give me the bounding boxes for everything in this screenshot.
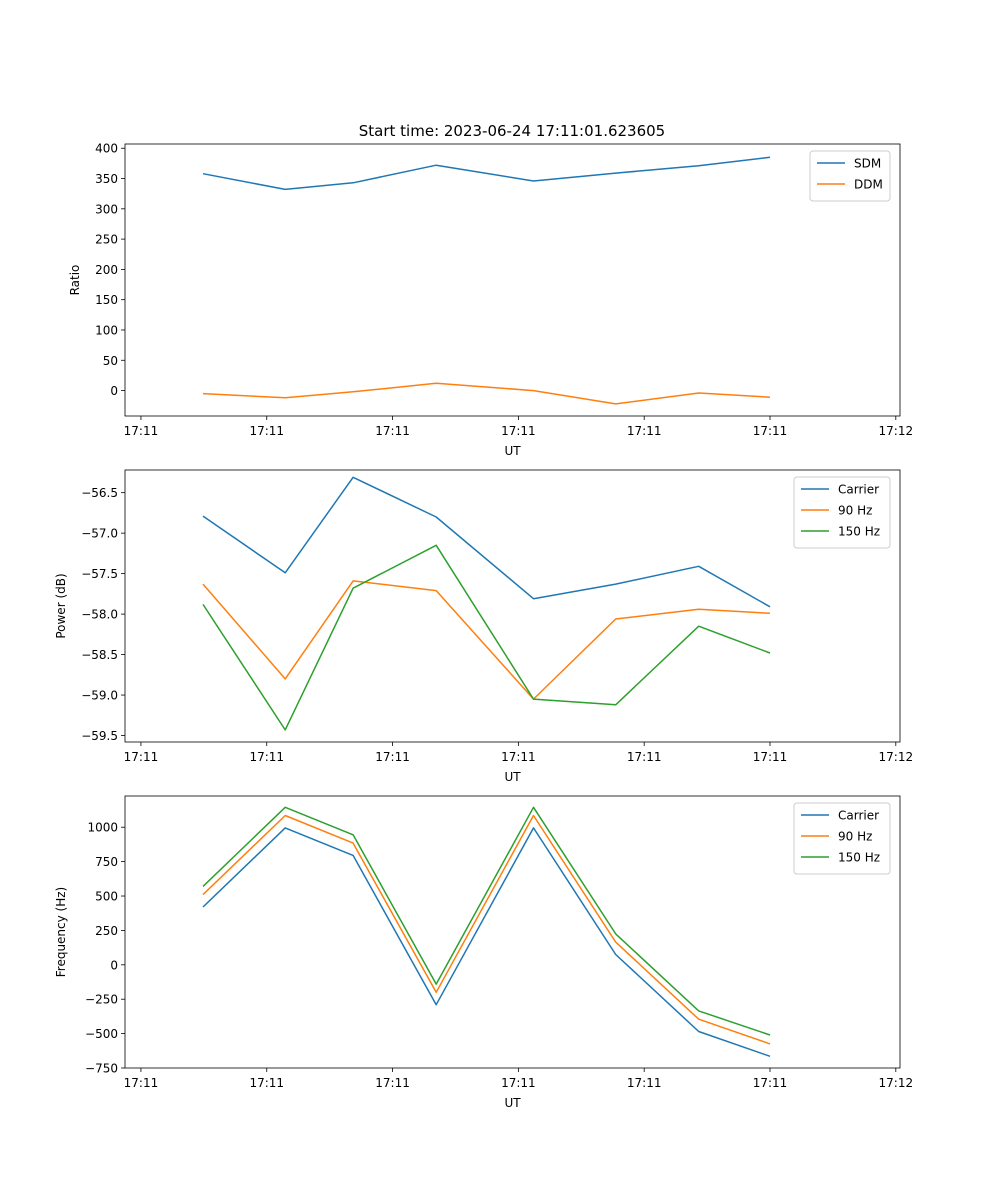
y-tick-label-3-3: −250 [85, 993, 118, 1007]
legend-label-3-3: 150 Hz [838, 851, 880, 865]
y-tick-label-2-2: −59.0 [81, 689, 118, 703]
chart-panel-2: 17:11 17:11 17:11 17:11 17:11 17:11 17:12 −59.5… [54, 469, 914, 784]
y-axis-label-2: Power (dB) [54, 573, 68, 638]
y-tick-label-1-5: 200 [95, 263, 118, 277]
x-tick-label-3-1: 17:11 [124, 1076, 159, 1090]
chart-panel-3: 17:11 17:11 17:11 17:11 17:11 17:11 17:12 −750 −… [54, 795, 914, 1110]
x-tick-label-1-7: 17:12 [879, 424, 914, 438]
y-tick-label-1-3: 100 [95, 323, 118, 337]
y-tick-label-3-8: 1000 [87, 821, 118, 835]
series-line-2-2 [202, 580, 771, 700]
x-tick-label-3-4: 17:11 [501, 1076, 536, 1090]
y-tick-label-1-2: 50 [103, 354, 118, 368]
x-tick-label-1-3: 17:11 [375, 424, 410, 438]
x-tick-label-2-5: 17:11 [627, 750, 662, 764]
y-tick-label-1-9: 400 [95, 142, 118, 156]
figure-title: Start time: 2023-06-24 17:11:01.623605 [359, 122, 665, 140]
y-tick-label-2-5: −57.5 [81, 567, 118, 581]
y-tick-label-3-7: 750 [95, 855, 118, 869]
x-tick-label-1-5: 17:11 [627, 424, 662, 438]
legend-label-3-1: Carrier [838, 809, 879, 823]
x-tick-label-2-1: 17:11 [124, 750, 159, 764]
legend-label-2-1: Carrier [838, 483, 879, 497]
series-line-1-1 [202, 156, 771, 191]
x-tick-label-3-5: 17:11 [627, 1076, 662, 1090]
y-tick-label-1-4: 150 [95, 293, 118, 307]
x-tick-label-1-1: 17:11 [124, 424, 159, 438]
x-tick-label-3-6: 17:11 [753, 1076, 788, 1090]
series-line-3-2 [202, 814, 771, 1045]
x-tick-label-2-7: 17:12 [879, 750, 914, 764]
plot-frame-3 [124, 795, 901, 1069]
legend-2: Carrier 90 Hz 150 Hz [793, 476, 891, 549]
x-tick-label-2-6: 17:11 [753, 750, 788, 764]
legend-label-1-1: SDM [854, 157, 881, 171]
x-tick-label-1-6: 17:11 [753, 424, 788, 438]
y-tick-label-1-6: 250 [95, 233, 118, 247]
legend-1: SDM DDM [809, 150, 891, 202]
y-tick-label-3-4: 0 [110, 958, 118, 972]
x-tick-label-3-2: 17:11 [249, 1076, 284, 1090]
y-tick-label-2-7: −56.5 [81, 486, 118, 500]
plot-frame-1 [124, 143, 901, 417]
x-axis-label-3: UT [504, 1096, 521, 1110]
y-axis-label-3: Frequency (Hz) [54, 887, 68, 978]
legend-3: Carrier 90 Hz 150 Hz [793, 802, 891, 875]
legend-label-2-2: 90 Hz [838, 504, 872, 518]
y-tick-label-2-6: −57.0 [81, 527, 118, 541]
series-line-3-3 [202, 806, 771, 1036]
y-tick-label-2-1: −59.5 [81, 729, 118, 743]
y-tick-label-2-4: −58.0 [81, 608, 118, 622]
y-tick-label-3-6: 500 [95, 890, 118, 904]
chart-panel-1: 17:11 17:11 17:11 17:11 17:11 17:11 17:12 0 50 10… [68, 142, 913, 458]
series-line-3-1 [202, 827, 771, 1058]
y-tick-label-3-5: 250 [95, 924, 118, 938]
x-tick-label-1-4: 17:11 [501, 424, 536, 438]
x-tick-label-1-2: 17:11 [249, 424, 284, 438]
legend-label-2-3: 150 Hz [838, 525, 880, 539]
plot-frame-2 [124, 469, 901, 743]
x-tick-label-3-7: 17:12 [879, 1076, 914, 1090]
series-line-2-1 [202, 476, 771, 608]
y-tick-label-1-1: 0 [110, 384, 118, 398]
x-axis-label-2: UT [504, 770, 521, 784]
legend-label-1-2: DDM [854, 178, 883, 192]
series-line-1-2 [202, 382, 771, 405]
series-line-2-3 [202, 544, 771, 731]
y-tick-label-3-2: −500 [85, 1027, 118, 1041]
x-axis-label-1: UT [504, 444, 521, 458]
x-tick-label-2-3: 17:11 [375, 750, 410, 764]
x-tick-label-3-3: 17:11 [375, 1076, 410, 1090]
y-tick-label-1-7: 300 [95, 202, 118, 216]
legend-label-3-2: 90 Hz [838, 830, 872, 844]
y-axis-label-1: Ratio [68, 265, 82, 296]
x-tick-label-2-2: 17:11 [249, 750, 284, 764]
x-tick-label-2-4: 17:11 [501, 750, 536, 764]
y-tick-label-3-1: −750 [85, 1062, 118, 1076]
y-tick-label-1-8: 350 [95, 172, 118, 186]
y-tick-label-2-3: −58.5 [81, 648, 118, 662]
